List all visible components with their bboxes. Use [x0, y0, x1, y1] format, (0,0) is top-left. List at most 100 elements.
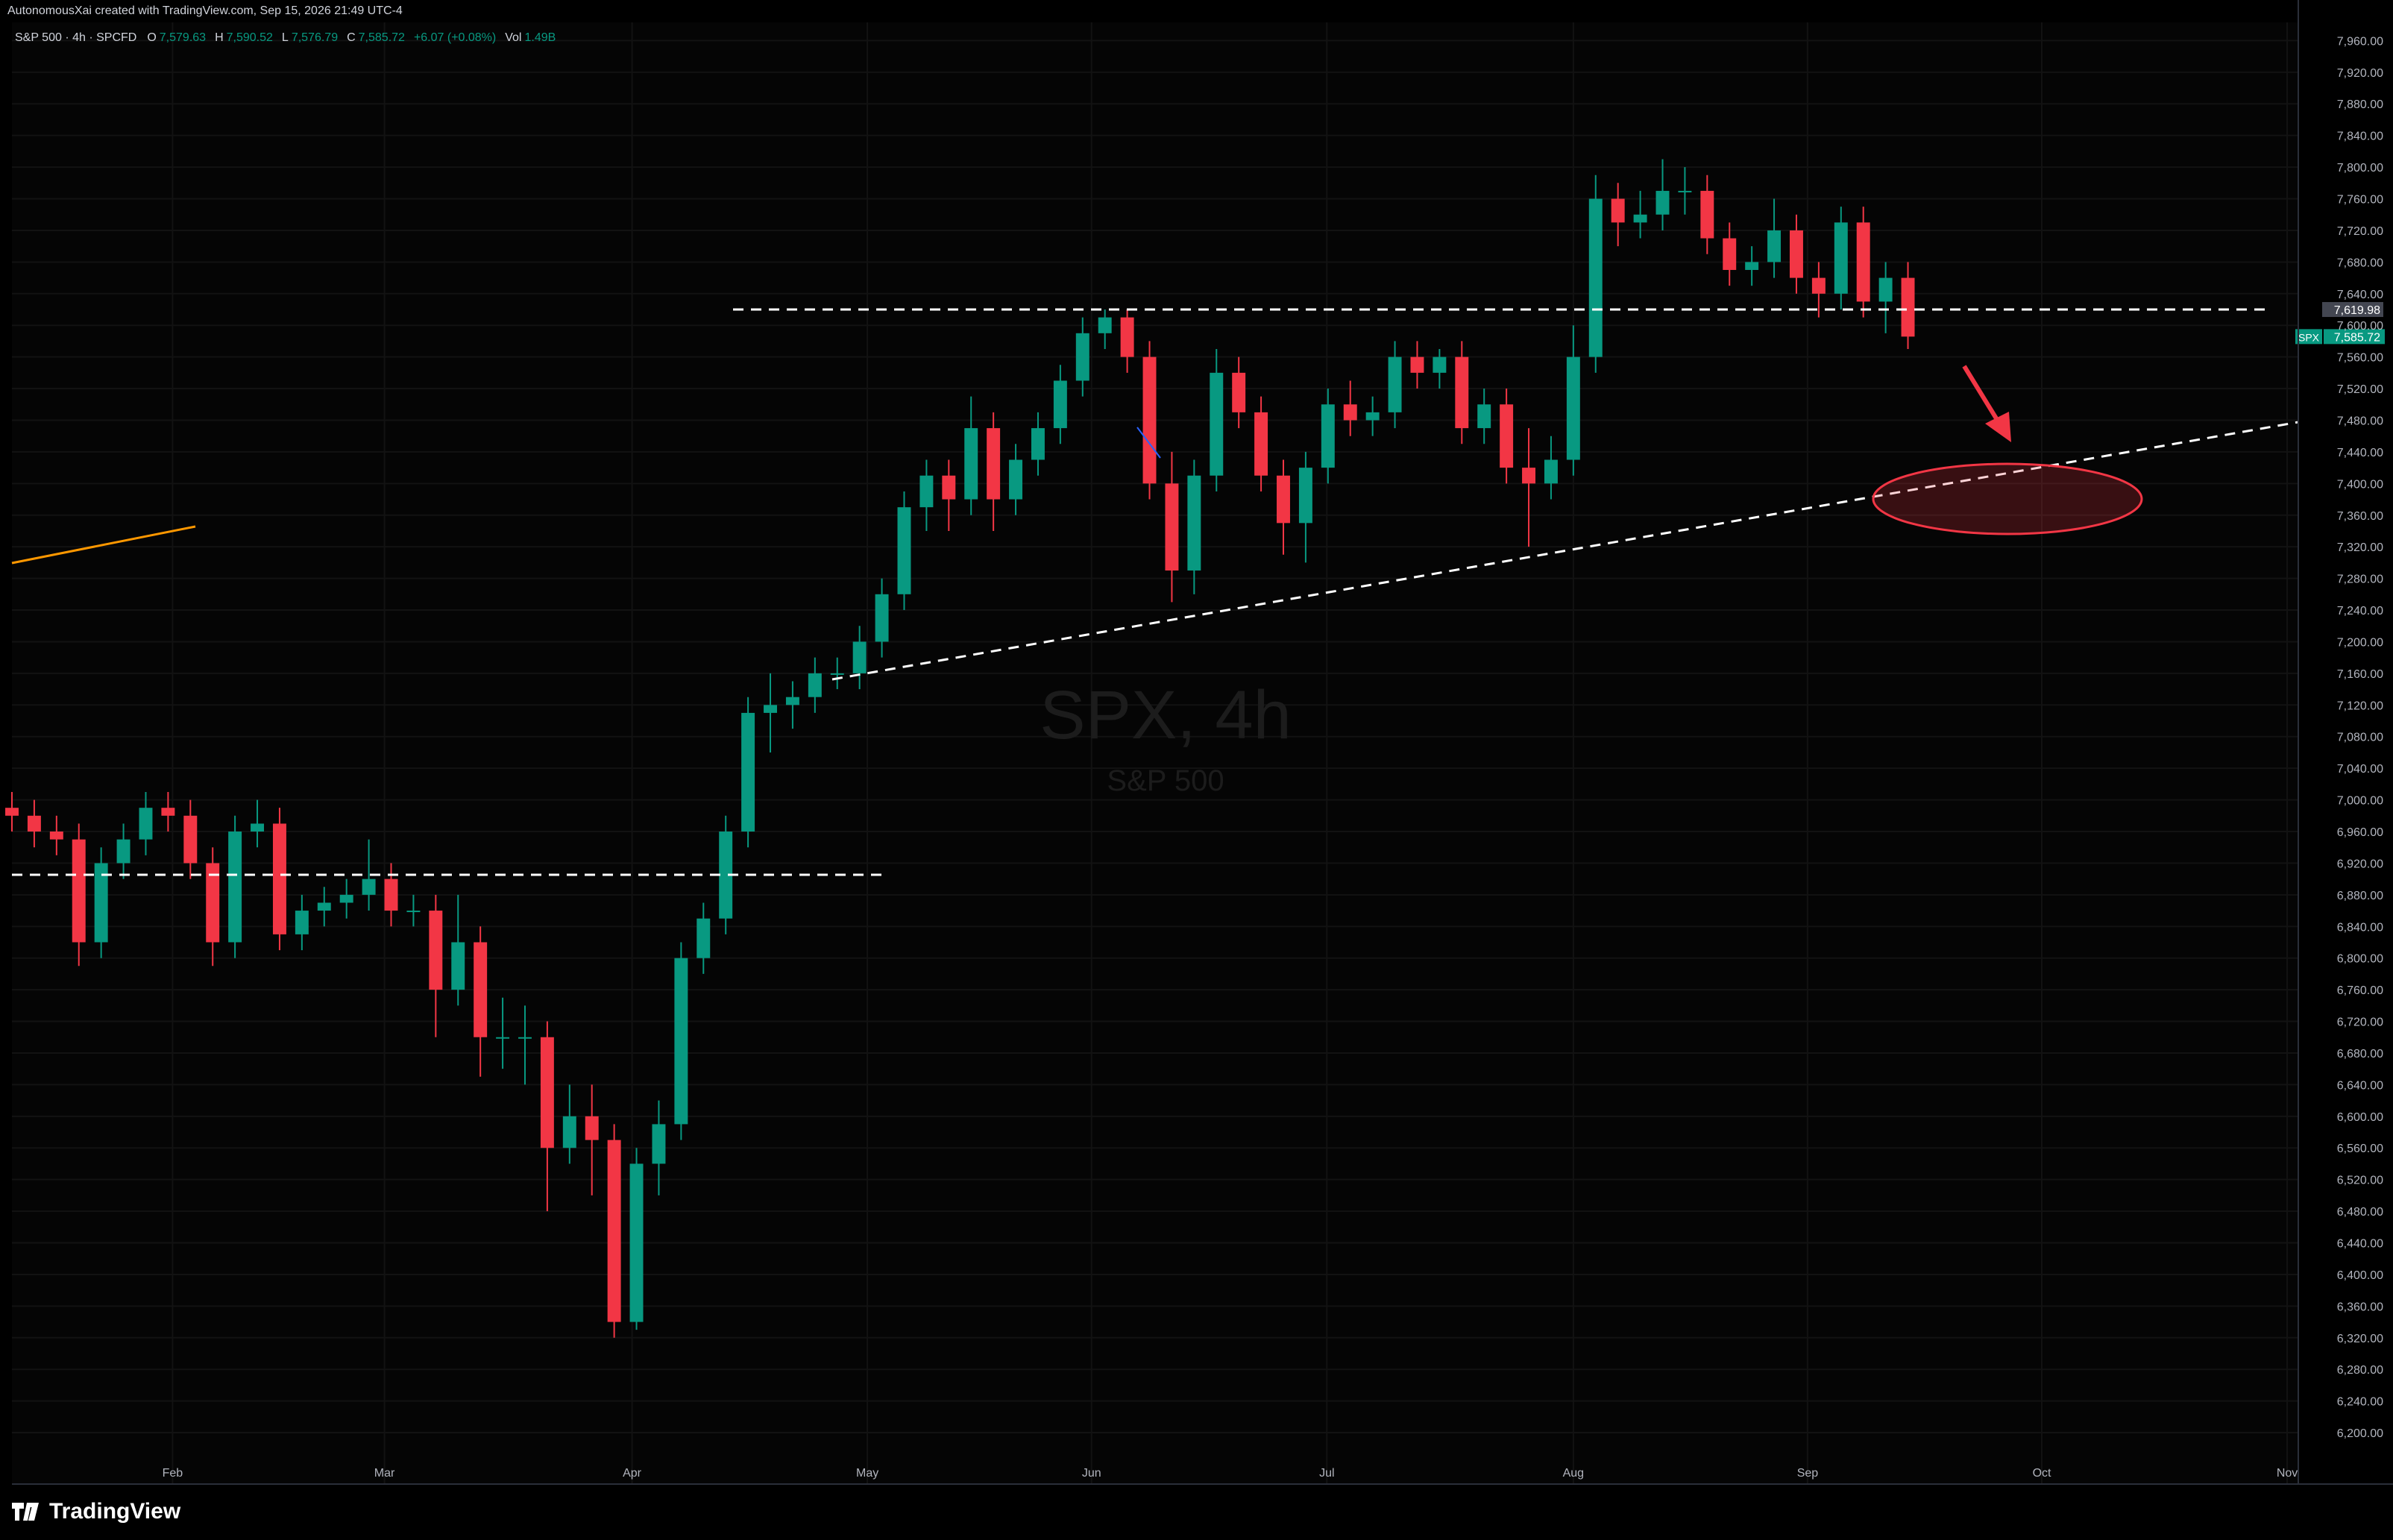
candle-body	[474, 942, 488, 1037]
candle-body	[72, 839, 86, 943]
candle-body	[206, 863, 220, 943]
arrow-shaft	[1962, 365, 2001, 424]
candle-body	[228, 832, 242, 943]
candle-body	[852, 641, 867, 673]
candle-body	[674, 958, 688, 1125]
candle-body	[1031, 428, 1045, 460]
candle-body	[629, 1163, 644, 1322]
open-key: O	[147, 31, 157, 44]
candle-body	[741, 712, 755, 832]
y-tick-label: 7,640.00	[2337, 289, 2383, 301]
y-tick-label: 6,640.00	[2337, 1079, 2383, 1092]
candle-body	[1477, 404, 1491, 429]
watermark-title: SPX, 4h	[1040, 677, 1292, 753]
candle-body	[295, 911, 309, 934]
candle-body	[317, 902, 331, 911]
y-tick-label: 7,520.00	[2337, 383, 2383, 396]
x-tick-label: Jul	[1319, 1467, 1334, 1480]
grid	[12, 22, 2298, 1484]
y-tick-label: 6,520.00	[2337, 1175, 2383, 1187]
x-tick-label: Oct	[2033, 1467, 2051, 1480]
y-tick-label: 7,280.00	[2337, 573, 2383, 586]
candle-body	[1098, 317, 1112, 333]
y-tick-label: 7,000.00	[2337, 795, 2383, 808]
candle-body	[540, 1037, 554, 1148]
candle-body	[384, 879, 398, 911]
volume-key: Vol	[505, 31, 522, 44]
y-tick-label: 7,240.00	[2337, 605, 2383, 617]
y-tick-label: 6,320.00	[2337, 1333, 2383, 1345]
candle-body	[116, 839, 131, 864]
y-tick-label: 7,840.00	[2337, 131, 2383, 143]
symbol: S&P 500 · 4h · SPCFD	[15, 31, 137, 44]
y-tick-label: 6,920.00	[2337, 858, 2383, 870]
candle-body	[518, 1037, 532, 1039]
candle-body	[1165, 483, 1179, 571]
candle-body	[1343, 404, 1357, 421]
candle-body	[1811, 277, 1826, 294]
target-zone	[1872, 462, 2143, 535]
brand: TradingView	[12, 1499, 180, 1524]
x-tick-label: Feb	[163, 1467, 183, 1480]
y-tick-label: 7,200.00	[2337, 636, 2383, 649]
candle-body	[451, 942, 465, 990]
candle-body	[1500, 404, 1514, 468]
candle-body	[1298, 468, 1312, 524]
candle-body	[964, 428, 978, 500]
y-tick-label: 7,720.00	[2337, 225, 2383, 238]
candle-body	[785, 697, 799, 705]
candle-body	[1455, 356, 1469, 429]
y-tick-label: 6,760.00	[2337, 984, 2383, 997]
last-price-badge	[2324, 329, 2385, 345]
candle-body	[1901, 277, 1915, 337]
y-tick-label: 6,680.00	[2337, 1048, 2383, 1060]
last-price-label: 7,585.72	[2334, 331, 2380, 344]
x-tick-label: Mar	[374, 1467, 395, 1480]
y-tick-label: 7,960.00	[2337, 35, 2383, 48]
candle-body	[339, 894, 353, 903]
blue-line	[1136, 427, 1161, 459]
y-tick-label: 6,960.00	[2337, 826, 2383, 839]
candle-body	[49, 832, 63, 840]
orange-line	[11, 525, 196, 565]
candle-body	[1187, 475, 1201, 571]
candle-body	[1834, 222, 1848, 294]
symbol-badge	[2295, 329, 2322, 345]
candle-body	[1700, 190, 1714, 239]
candle-body	[251, 823, 265, 832]
y-tick-label: 6,560.00	[2337, 1143, 2383, 1155]
y-tick-label: 6,440.00	[2337, 1238, 2383, 1251]
candle-body	[1053, 380, 1067, 429]
candle-body	[1210, 372, 1224, 476]
y-tick-label: 7,480.00	[2337, 415, 2383, 427]
candle-body	[764, 705, 777, 713]
candle-body	[1254, 412, 1268, 476]
y-tick-label: 6,880.00	[2337, 890, 2383, 902]
y-tick-label: 7,880.00	[2337, 98, 2383, 111]
y-tick-label: 6,600.00	[2337, 1111, 2383, 1124]
candle-body	[1611, 198, 1625, 223]
candle-body	[987, 428, 1001, 500]
candle-body	[1745, 262, 1759, 270]
y-tick-label: 7,440.00	[2337, 447, 2383, 459]
symbol-label: SPX	[2298, 331, 2320, 343]
x-tick-label: Aug	[1563, 1467, 1584, 1480]
y-tick-label: 7,360.00	[2337, 510, 2383, 523]
candle-body	[1388, 356, 1402, 412]
candle-body	[919, 475, 934, 508]
candle-body	[1588, 198, 1603, 357]
candle-body	[1767, 230, 1782, 263]
y-tick-label: 6,200.00	[2337, 1427, 2383, 1440]
candle-body	[830, 673, 844, 675]
y-tick-label: 7,800.00	[2337, 162, 2383, 175]
candle-body	[183, 815, 198, 864]
candle-body	[1009, 459, 1023, 500]
level-badge	[2322, 302, 2383, 318]
candle-body	[272, 823, 286, 934]
y-tick-label: 6,400.00	[2337, 1269, 2383, 1282]
candle-body	[1790, 230, 1803, 278]
candle-body	[1655, 190, 1670, 215]
y-tick-label: 7,120.00	[2337, 700, 2383, 712]
candle-body	[27, 815, 41, 832]
candle-body	[496, 1037, 510, 1039]
